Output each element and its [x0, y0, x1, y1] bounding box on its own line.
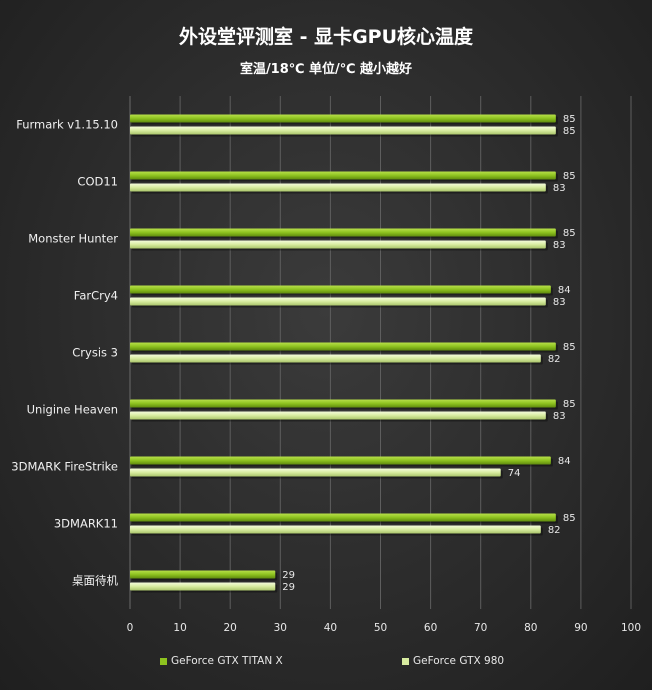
data-label: 83 — [553, 411, 566, 422]
category-label: 3DMARK FireStrike — [11, 460, 118, 474]
bar — [130, 582, 276, 591]
data-label: 83 — [553, 183, 566, 194]
data-label: 83 — [553, 240, 566, 251]
x-tick-label: 60 — [424, 622, 437, 634]
bars — [130, 114, 558, 593]
legend-swatch-icon — [402, 657, 409, 665]
legend-label: GeForce GTX TITAN X — [171, 655, 283, 667]
bar — [130, 285, 551, 294]
chart-subtitle: 室温/18℃ 单位/℃ 越小越好 — [239, 62, 413, 77]
data-label: 84 — [558, 456, 571, 467]
category-label: Crysis 3 — [72, 346, 118, 360]
category-label: Unigine Heaven — [27, 403, 118, 417]
x-tick-label: 90 — [574, 622, 587, 634]
x-tick-label: 20 — [224, 622, 237, 634]
bar — [130, 570, 276, 579]
bar — [130, 525, 541, 534]
category-label: Furmark v1.15.10 — [16, 118, 118, 132]
data-label: 85 — [563, 513, 576, 524]
legend-item-gtx-980: GeForce GTX 980 — [402, 655, 504, 667]
data-label: 29 — [282, 582, 295, 593]
bar — [130, 354, 541, 363]
data-label: 85 — [563, 342, 576, 353]
bar — [130, 456, 551, 465]
x-tick-label: 40 — [324, 622, 337, 634]
bar — [130, 513, 556, 522]
bar — [130, 411, 546, 420]
data-label: 85 — [563, 114, 576, 125]
x-tick-label: 30 — [274, 622, 287, 634]
labels: 0 10 20 30 40 50 60 70 80 90 100 Furmark v1.15.10 85… — [11, 114, 641, 634]
bar — [130, 399, 556, 408]
data-label: 85 — [563, 126, 576, 137]
legend-item-titan-x: GeForce GTX TITAN X — [160, 655, 283, 667]
data-label: 29 — [282, 570, 295, 581]
bar — [130, 183, 546, 192]
data-label: 85 — [563, 171, 576, 182]
category-label: 3DMARK11 — [54, 517, 118, 531]
x-tick-label: 10 — [173, 622, 186, 634]
gridlines — [129, 96, 632, 609]
data-label: 82 — [548, 354, 561, 365]
data-label: 84 — [558, 285, 571, 296]
category-label: Monster Hunter — [28, 232, 118, 246]
data-label: 74 — [508, 468, 521, 479]
category-label: 桌面待机 — [72, 574, 118, 588]
data-label: 85 — [563, 228, 576, 239]
data-label: 85 — [563, 399, 576, 410]
chart-title: 外设堂评测室 - 显卡GPU核心温度 — [178, 26, 474, 48]
x-tick-label: 100 — [621, 622, 641, 634]
bar — [130, 240, 546, 249]
x-tick-label: 70 — [474, 622, 487, 634]
legend-label: GeForce GTX 980 — [413, 655, 505, 667]
x-tick-label: 50 — [374, 622, 387, 634]
bar — [130, 228, 556, 237]
x-tick-label: 80 — [524, 622, 537, 634]
category-label: FarCry4 — [74, 289, 118, 303]
bar — [130, 468, 501, 477]
category-label: COD11 — [77, 175, 118, 189]
bar — [130, 126, 556, 135]
data-label: 82 — [548, 525, 561, 536]
x-tick-label: 0 — [127, 622, 134, 634]
bar — [130, 171, 556, 180]
data-label: 83 — [553, 297, 566, 308]
bar — [130, 342, 556, 351]
legend-swatch-icon — [160, 657, 167, 665]
bar — [130, 297, 546, 306]
bar — [130, 114, 556, 123]
